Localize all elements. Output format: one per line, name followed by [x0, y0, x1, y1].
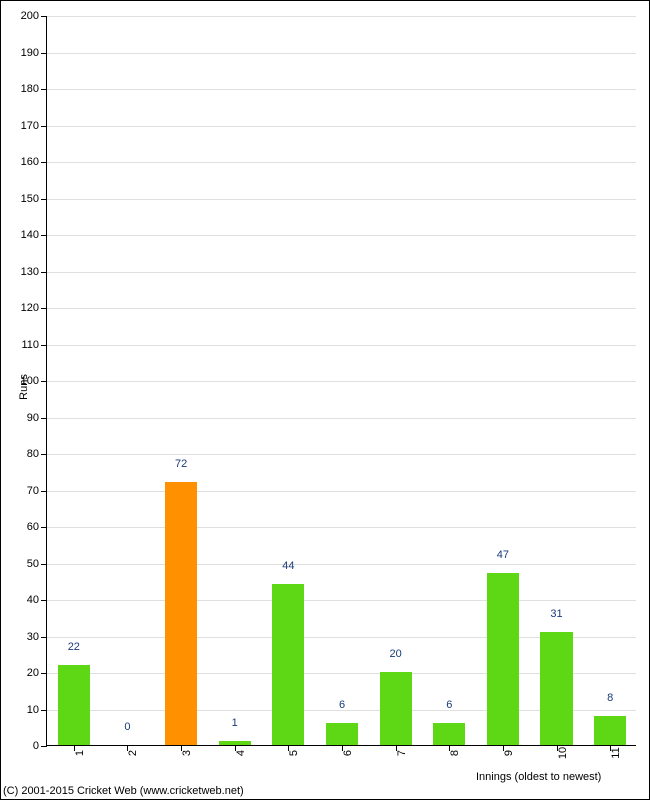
- bar: [433, 723, 465, 745]
- plot-area: 0102030405060708090100110120130140150160…: [46, 16, 636, 746]
- y-tick-label: 160: [21, 156, 47, 168]
- y-tick-label: 30: [27, 631, 47, 643]
- bar: [487, 573, 519, 745]
- x-tick-label: 6: [342, 750, 354, 756]
- gridline: [47, 235, 636, 236]
- bar: [594, 716, 626, 745]
- gridline: [47, 345, 636, 346]
- x-tick-label: 7: [396, 750, 408, 756]
- bar-value-label: 1: [232, 717, 238, 729]
- gridline: [47, 418, 636, 419]
- y-tick-label: 140: [21, 229, 47, 241]
- y-tick-label: 80: [27, 448, 47, 460]
- y-tick-label: 0: [33, 740, 47, 752]
- y-tick-label: 10: [27, 704, 47, 716]
- footer-text: (C) 2001-2015 Cricket Web (www.cricketwe…: [3, 785, 244, 797]
- gridline: [47, 564, 636, 565]
- gridline: [47, 308, 636, 309]
- y-tick-label: 90: [27, 412, 47, 424]
- bar-value-label: 72: [175, 458, 187, 470]
- bar-value-label: 20: [390, 648, 402, 660]
- x-tick-label: 10: [557, 747, 569, 759]
- x-tick-label: 9: [503, 750, 515, 756]
- chart-container: 0102030405060708090100110120130140150160…: [0, 0, 650, 800]
- x-tick-label: 2: [127, 750, 139, 756]
- bar-value-label: 0: [124, 721, 130, 733]
- y-tick-label: 190: [21, 47, 47, 59]
- gridline: [47, 491, 636, 492]
- gridline: [47, 600, 636, 601]
- gridline: [47, 16, 636, 17]
- bar: [58, 665, 90, 745]
- y-tick-label: 40: [27, 594, 47, 606]
- gridline: [47, 454, 636, 455]
- y-tick-label: 70: [27, 485, 47, 497]
- gridline: [47, 199, 636, 200]
- bar-value-label: 47: [497, 549, 509, 561]
- bar: [272, 584, 304, 745]
- x-tick-label: 11: [610, 747, 622, 758]
- gridline: [47, 162, 636, 163]
- x-axis-label: Innings (oldest to newest): [476, 771, 601, 783]
- y-tick-label: 60: [27, 521, 47, 533]
- y-tick-label: 200: [21, 10, 47, 22]
- bar: [165, 482, 197, 745]
- gridline: [47, 53, 636, 54]
- y-tick-label: 150: [21, 193, 47, 205]
- gridline: [47, 527, 636, 528]
- y-tick-label: 180: [21, 83, 47, 95]
- y-tick-label: 110: [21, 339, 47, 351]
- bar-value-label: 6: [339, 699, 345, 711]
- bar: [380, 672, 412, 745]
- bar-value-label: 6: [446, 699, 452, 711]
- bar-value-label: 31: [550, 608, 562, 620]
- y-tick-label: 130: [21, 266, 47, 278]
- y-axis-label: Runs: [18, 374, 30, 400]
- bar: [540, 632, 572, 745]
- x-tick-label: 4: [235, 750, 247, 756]
- bar-value-label: 22: [68, 641, 80, 653]
- gridline: [47, 272, 636, 273]
- y-tick-label: 170: [21, 120, 47, 132]
- bar-value-label: 44: [282, 560, 294, 572]
- gridline: [47, 89, 636, 90]
- gridline: [47, 381, 636, 382]
- x-tick-label: 3: [181, 750, 193, 756]
- gridline: [47, 126, 636, 127]
- bar-value-label: 8: [607, 692, 613, 704]
- x-tick-label: 8: [449, 750, 461, 756]
- x-tick-label: 5: [288, 750, 300, 756]
- y-tick-label: 50: [27, 558, 47, 570]
- y-tick-label: 20: [27, 667, 47, 679]
- bar: [326, 723, 358, 745]
- x-tick-label: 1: [74, 750, 86, 756]
- y-tick-label: 120: [21, 302, 47, 314]
